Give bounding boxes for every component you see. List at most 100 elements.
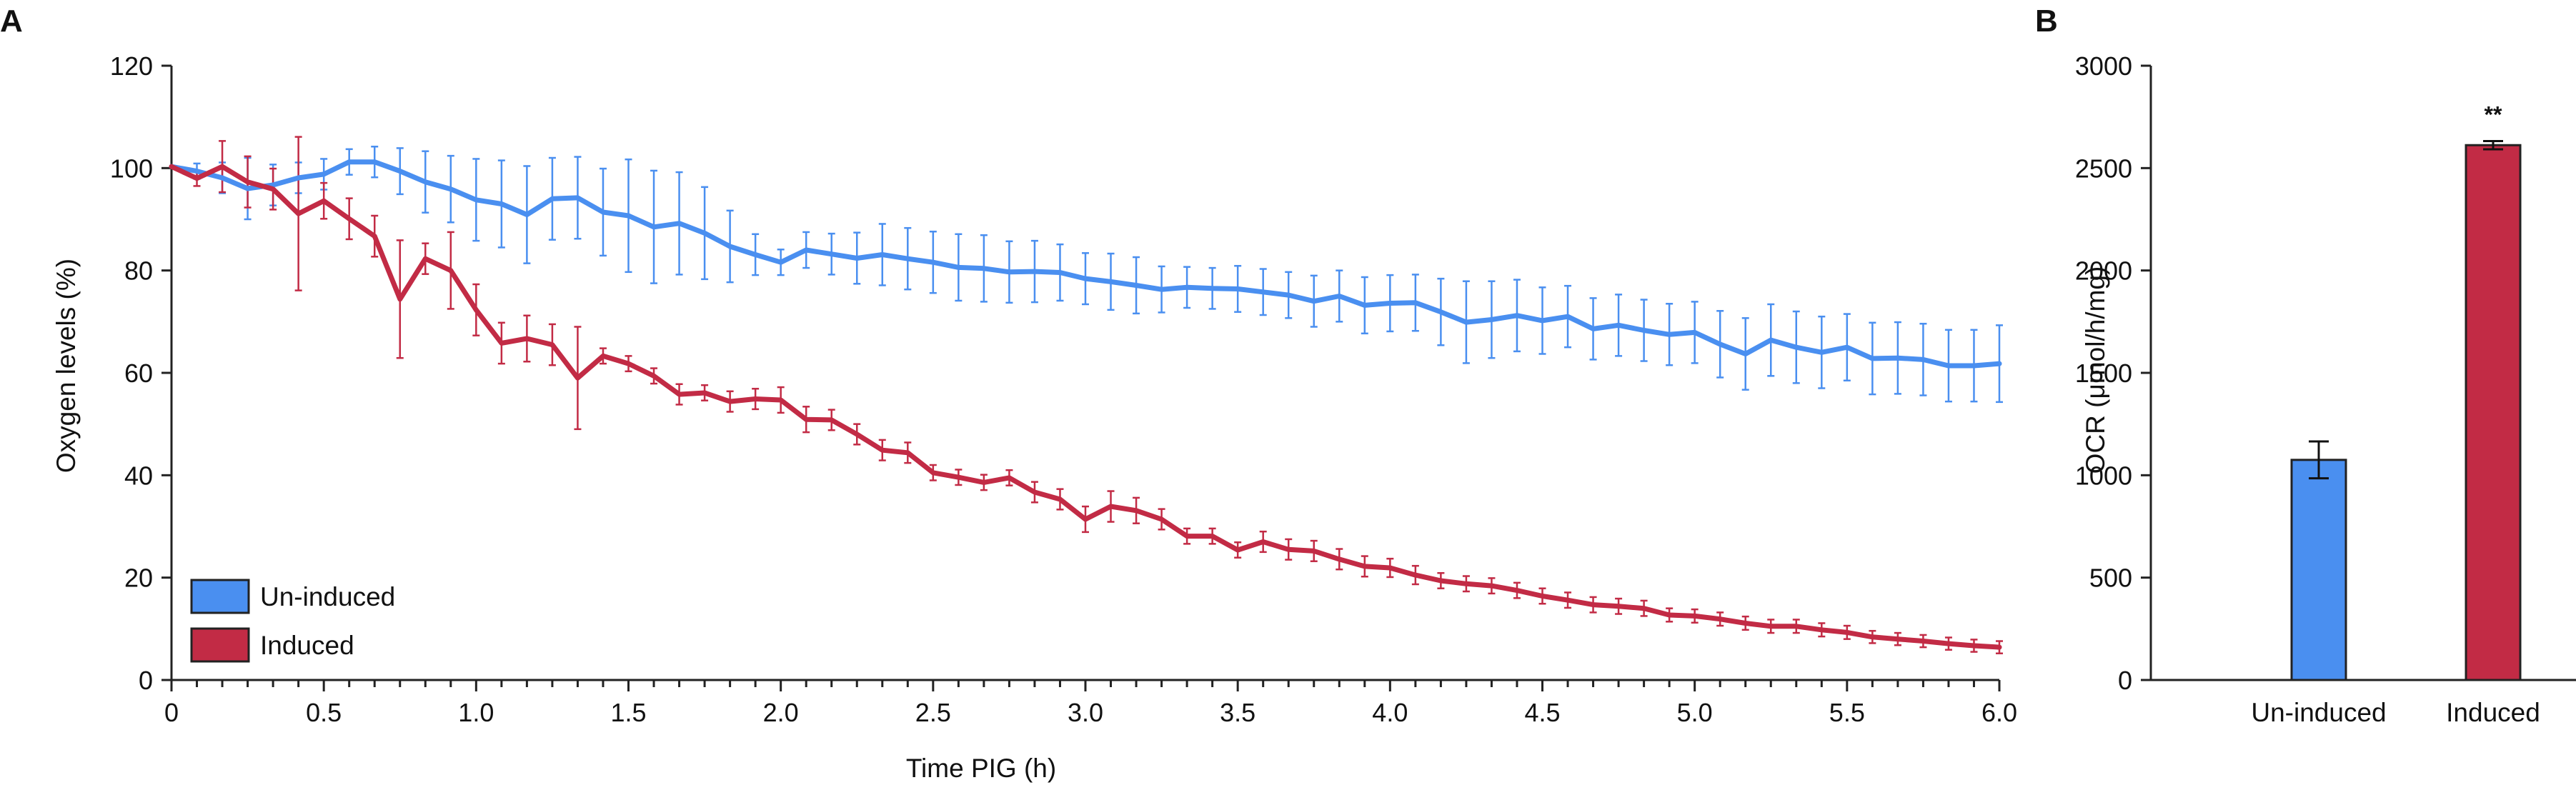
data-point-induced — [1311, 549, 1316, 554]
data-point-induced — [1337, 556, 1342, 562]
data-point-uninduced — [1108, 279, 1113, 284]
data-point-uninduced — [1083, 276, 1088, 281]
data-point-uninduced — [1388, 301, 1393, 306]
data-point-uninduced — [905, 256, 910, 261]
data-point-induced — [1007, 475, 1012, 481]
data-point-uninduced — [855, 256, 860, 261]
data-point-uninduced — [1463, 319, 1469, 325]
data-point-uninduced — [1895, 356, 1901, 361]
data-point-uninduced — [321, 171, 327, 177]
data-point-induced — [1438, 578, 1443, 584]
data-point-induced — [1108, 504, 1113, 509]
line-chart-legend: Un-induced Induced — [190, 579, 395, 663]
data-point-uninduced — [1489, 317, 1494, 322]
data-point-induced — [347, 216, 352, 221]
data-point-induced — [1743, 621, 1748, 626]
data-point-induced — [1133, 508, 1139, 513]
data-point-uninduced — [981, 266, 987, 271]
data-point-induced — [321, 199, 327, 204]
line-chart-x-tick-label: 0.5 — [306, 698, 342, 727]
data-point-uninduced — [1743, 351, 1748, 356]
data-point-uninduced — [930, 260, 936, 265]
legend-label-induced: Induced — [260, 631, 354, 660]
data-point-uninduced — [549, 196, 555, 201]
significance-annotation: ** — [2485, 101, 2502, 127]
data-point-uninduced — [296, 175, 301, 181]
data-point-induced — [219, 164, 225, 169]
data-point-uninduced — [1032, 269, 1038, 274]
data-point-induced — [1514, 588, 1520, 593]
line-chart-x-tick-label: 6.0 — [1981, 698, 2017, 727]
data-point-induced — [397, 296, 402, 301]
data-point-uninduced — [1565, 314, 1571, 319]
data-point-induced — [1971, 643, 1976, 649]
data-point-uninduced — [1996, 361, 2002, 366]
data-point-induced — [1946, 641, 1951, 646]
data-point-uninduced — [448, 186, 454, 191]
data-point-induced — [524, 336, 529, 341]
data-point-induced — [1641, 606, 1646, 611]
bar-category-label-uninduced: Un-induced — [2251, 698, 2386, 727]
line-chart-x-axis-label: Time PIG (h) — [906, 754, 1056, 783]
data-point-uninduced — [524, 212, 529, 217]
data-point-induced — [1388, 565, 1393, 571]
data-point-uninduced — [626, 213, 631, 219]
line-chart-x-tick-label: 2.5 — [915, 698, 951, 727]
data-point-induced — [1362, 564, 1368, 569]
line-chart-axes: 0 20 40 60 80 100 120 0 0.5 1.0 1.5 2.0 2.5 3.0 3.5 4.0… — [110, 51, 2017, 727]
bar-chart-bars: Un-induced Induced ** — [2251, 101, 2540, 727]
data-point-induced — [1083, 516, 1088, 522]
data-point-induced — [1463, 581, 1469, 586]
data-point-uninduced — [677, 221, 682, 226]
data-point-induced — [499, 341, 504, 346]
data-point-uninduced — [752, 252, 758, 257]
data-point-induced — [245, 179, 250, 184]
bar-chart-y-tick-label: 0 — [2118, 666, 2132, 695]
data-point-induced — [702, 390, 707, 396]
data-point-induced — [829, 417, 834, 423]
data-point-uninduced — [1058, 270, 1063, 275]
data-point-uninduced — [1769, 337, 1774, 343]
line-chart-x-tick-label: 4.5 — [1524, 698, 1560, 727]
data-point-induced — [651, 374, 657, 379]
data-point-induced — [549, 342, 555, 347]
data-point-uninduced — [1692, 330, 1697, 335]
data-point-induced — [1032, 489, 1038, 495]
data-point-induced — [1184, 534, 1190, 539]
data-point-uninduced — [651, 224, 657, 229]
data-point-induced — [575, 375, 580, 381]
data-point-induced — [448, 268, 454, 273]
data-point-induced — [1286, 547, 1291, 552]
data-point-uninduced — [1337, 294, 1342, 299]
panel-label-a: A — [0, 4, 23, 39]
data-point-uninduced — [1286, 292, 1291, 298]
data-point-induced — [727, 399, 732, 404]
data-point-uninduced — [397, 169, 402, 174]
line-chart-y-tick-label: 0 — [139, 666, 153, 695]
data-point-induced — [270, 186, 276, 191]
line-chart-errorbars — [193, 136, 2003, 654]
bar-chart-y-tick-label: 1000 — [2075, 461, 2132, 490]
data-point-induced — [1616, 604, 1621, 609]
line-chart-series — [169, 159, 2002, 650]
data-point-uninduced — [778, 260, 783, 265]
legend-label-uninduced: Un-induced — [260, 582, 395, 611]
line-chart-x-tick-label: 1.0 — [458, 698, 494, 727]
data-point-uninduced — [1413, 300, 1418, 306]
data-point-uninduced — [347, 159, 352, 164]
data-point-induced — [1717, 616, 1723, 621]
data-point-uninduced — [1666, 332, 1672, 337]
data-point-induced — [194, 176, 199, 181]
legend-swatch-induced — [190, 627, 250, 663]
bar-chart-y-tick-label: 2500 — [2075, 154, 2132, 183]
data-point-uninduced — [803, 247, 809, 253]
data-point-uninduced — [1184, 285, 1190, 290]
data-point-uninduced — [829, 251, 834, 256]
data-point-uninduced — [1819, 350, 1824, 355]
data-point-induced — [474, 307, 479, 313]
data-point-uninduced — [1514, 313, 1520, 318]
data-point-uninduced — [1007, 269, 1012, 275]
data-point-uninduced — [1870, 356, 1875, 361]
data-point-uninduced — [1260, 289, 1265, 294]
